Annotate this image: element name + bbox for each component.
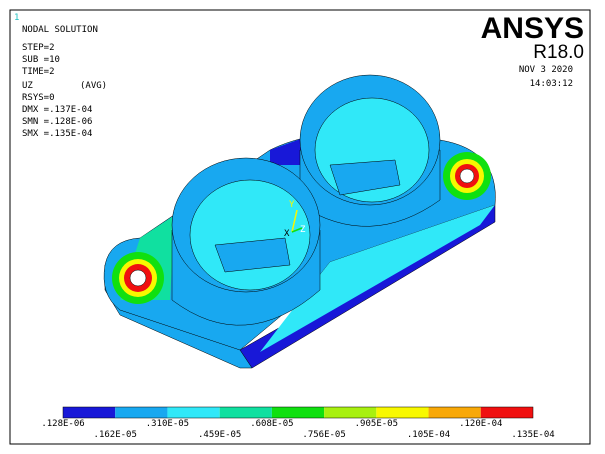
legend-label: .162E-05 <box>94 430 137 440</box>
legend-label: .120E-04 <box>459 419 502 429</box>
contour-legend: .128E-06 .162E-05 .310E-05 .459E-05 .608E-05… <box>41 406 555 440</box>
legend-swatch <box>480 407 533 418</box>
legend-label: .459E-05 <box>198 430 241 440</box>
legend-label: .135E-04 <box>511 430 554 440</box>
info-line: STEP=2 <box>22 43 55 53</box>
legend-label: .128E-06 <box>41 419 84 429</box>
legend-label: .608E-05 <box>250 419 293 429</box>
legend-swatch <box>63 407 116 418</box>
legend-swatch <box>428 407 481 418</box>
window-number: 1 <box>14 13 19 23</box>
info-line: RSYS=0 <box>22 93 55 103</box>
legend-label: .905E-05 <box>355 419 398 429</box>
legend-label: .310E-05 <box>146 419 189 429</box>
legend-swatch <box>376 407 429 418</box>
legend-frame <box>62 406 534 419</box>
info-averaging: (AVG) <box>80 81 107 91</box>
info-line: DMX =.137E-04 <box>22 105 92 115</box>
legend-swatch <box>219 407 272 418</box>
info-quantity: UZ <box>22 81 33 91</box>
legend-swatch <box>115 407 168 418</box>
triad-label: Y <box>289 200 295 210</box>
legend-swatch <box>271 407 325 418</box>
release: R18.0 <box>533 42 584 63</box>
info-line: SUB =10 <box>22 55 60 65</box>
info-title: NODAL SOLUTION <box>22 25 98 35</box>
date: NOV 3 2020 <box>519 65 573 75</box>
triad-label: X <box>284 229 290 239</box>
triad-label: Z <box>300 225 306 235</box>
legend-label: .105E-04 <box>407 430 450 440</box>
info-line: SMX =.135E-04 <box>22 129 92 139</box>
time: 14:03:12 <box>530 79 573 89</box>
model <box>103 74 496 369</box>
info-line: TIME=2 <box>22 67 55 77</box>
logo: ANSYS <box>481 12 584 45</box>
legend-swatch <box>324 407 377 418</box>
info-line: SMN =.128E-06 <box>22 117 92 127</box>
legend-label: .756E-05 <box>302 430 345 440</box>
legend-swatch <box>167 407 220 418</box>
